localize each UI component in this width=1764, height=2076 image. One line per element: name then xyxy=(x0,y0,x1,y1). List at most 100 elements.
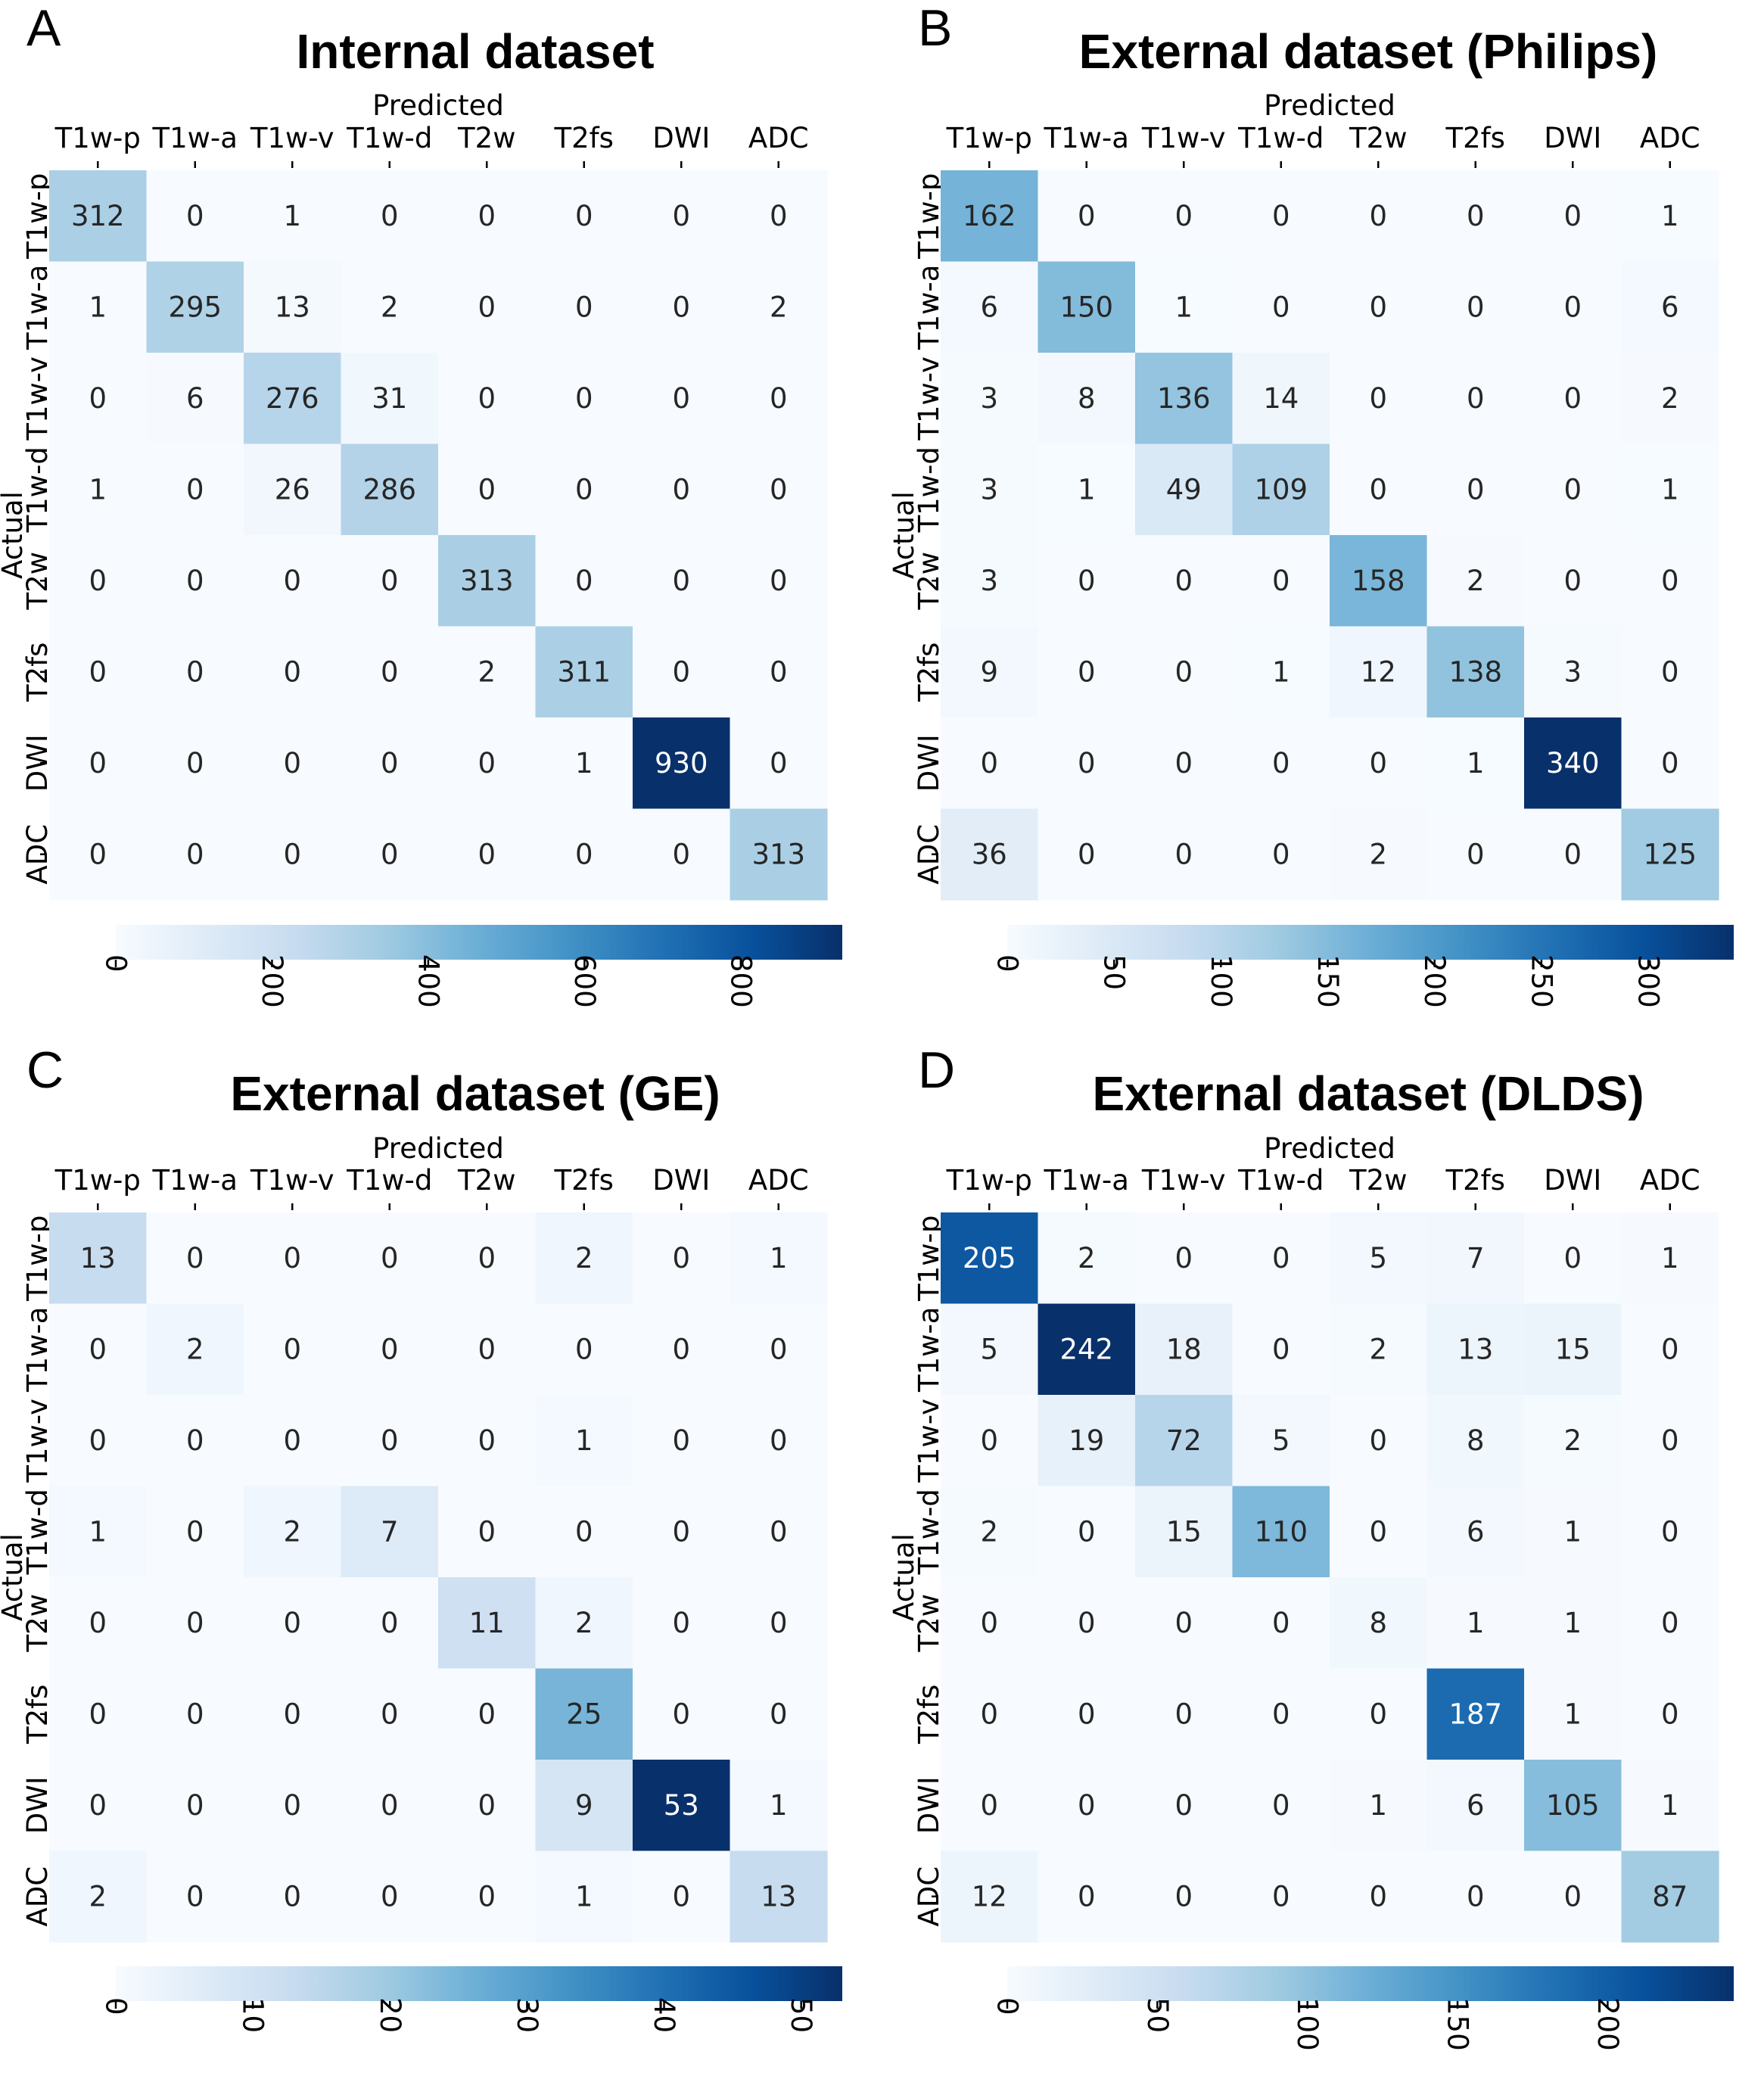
y-tick-label: T1w-p xyxy=(913,173,945,260)
heatmap-cell xyxy=(438,1486,537,1578)
colorbar-tick-label: 0 xyxy=(100,1997,132,2015)
heatmap-cell xyxy=(730,1395,828,1487)
heatmap-cell xyxy=(535,1760,633,1852)
cell-value-label: 0 xyxy=(672,1698,690,1730)
colorbar xyxy=(116,925,842,960)
cell-value-label: 0 xyxy=(478,1789,496,1822)
y-tick-label: T2w xyxy=(913,552,945,610)
cell-value-label: 2 xyxy=(1661,382,1679,415)
heatmap-cell xyxy=(341,261,439,353)
heatmap-cell xyxy=(438,535,537,627)
cell-value-label: 0 xyxy=(89,1698,107,1730)
cell-value-label: 31 xyxy=(372,382,407,415)
heatmap-cell xyxy=(1232,1212,1330,1305)
colorbar-tick-label: 20 xyxy=(374,1997,406,2033)
heatmap-cell xyxy=(633,444,731,536)
cell-value-label: 2 xyxy=(381,291,399,323)
cell-value-label: 0 xyxy=(1369,473,1387,506)
heatmap-cell xyxy=(535,1486,633,1578)
heatmap-cell xyxy=(730,717,828,810)
heatmap-cell xyxy=(49,261,148,353)
cell-value-label: 0 xyxy=(1174,1789,1193,1822)
heatmap-cell xyxy=(49,535,148,627)
cell-value-label: 13 xyxy=(80,1242,116,1275)
heatmap-cell xyxy=(535,808,633,901)
cell-value-label: 0 xyxy=(672,1515,690,1548)
heatmap-cell xyxy=(1621,1760,1719,1852)
cell-value-label: 0 xyxy=(89,838,107,870)
colorbar-tick-label: 200 xyxy=(256,954,288,1008)
y-tick-label: T1w-p xyxy=(21,1215,54,1302)
cell-value-label: 0 xyxy=(478,291,496,323)
heatmap-cell xyxy=(1426,808,1525,901)
cell-value-label: 0 xyxy=(381,1880,399,1913)
y-axis-title: Actual xyxy=(0,1533,29,1621)
heatmap-cell xyxy=(535,626,633,718)
cell-value-label: 0 xyxy=(283,838,301,870)
cell-value-label: 0 xyxy=(672,1880,690,1913)
cell-value-label: 286 xyxy=(362,473,416,506)
cell-value-label: 0 xyxy=(1661,747,1679,780)
cell-value-label: 0 xyxy=(1369,200,1387,232)
y-tick-label: DWI xyxy=(913,1776,945,1834)
heatmap-cell xyxy=(438,1395,537,1487)
heatmap-cell xyxy=(1330,1577,1428,1670)
heatmap-cell xyxy=(438,808,537,901)
x-tick-label: T2w xyxy=(1349,122,1407,154)
y-tick-label: ADC xyxy=(21,1866,54,1927)
heatmap-cell xyxy=(1621,353,1719,445)
colorbar xyxy=(1007,1966,1734,2001)
cell-value-label: 0 xyxy=(186,747,204,780)
x-tick-label: T1w-p xyxy=(54,1164,141,1197)
heatmap-cell xyxy=(1038,1303,1136,1396)
cell-value-label: 0 xyxy=(770,473,788,506)
y-tick-label: T1w-v xyxy=(21,356,54,441)
cell-value-label: 0 xyxy=(283,1242,301,1275)
cell-value-label: 0 xyxy=(1078,1880,1096,1913)
cell-value-label: 15 xyxy=(1555,1333,1591,1365)
heatmap-cell xyxy=(341,1850,439,1943)
cell-value-label: 53 xyxy=(664,1789,699,1822)
cell-value-label: 49 xyxy=(1166,473,1202,506)
heatmap-cell xyxy=(1426,717,1525,810)
y-tick-label: T1w-a xyxy=(913,1307,945,1393)
cell-value-label: 0 xyxy=(478,1880,496,1913)
cell-value-label: 0 xyxy=(672,1333,690,1365)
cell-value-label: 0 xyxy=(1467,382,1485,415)
heatmap-cell xyxy=(1426,1577,1525,1670)
cell-value-label: 0 xyxy=(1661,1424,1679,1457)
heatmap-cell xyxy=(1426,626,1525,718)
heatmap-cell xyxy=(633,626,731,718)
heatmap-cell xyxy=(941,1577,1039,1670)
x-tick-label: T1w-a xyxy=(1044,122,1129,154)
heatmap-cell xyxy=(1232,170,1330,263)
heatmap-cell xyxy=(941,170,1039,263)
heatmap-cell xyxy=(535,353,633,445)
heatmap-cell xyxy=(146,1850,244,1943)
x-tick-label: T1w-a xyxy=(152,122,238,154)
heatmap-cell xyxy=(633,170,731,263)
cell-value-label: 0 xyxy=(672,1242,690,1275)
cell-value-label: 1 xyxy=(1369,1789,1387,1822)
cell-value-label: 0 xyxy=(1078,1515,1096,1548)
cell-value-label: 2 xyxy=(283,1515,301,1548)
heatmap-cell xyxy=(341,353,439,445)
heatmap-cell xyxy=(633,1668,731,1760)
x-tick-label: ADC xyxy=(748,1164,809,1197)
x-tick-label: T2fs xyxy=(1445,1164,1505,1197)
heatmap-cell xyxy=(730,1760,828,1852)
y-tick-label: T1w-d xyxy=(913,1489,945,1575)
heatmap-cell xyxy=(244,1577,342,1670)
heatmap-cell xyxy=(535,170,633,263)
heatmap-cell xyxy=(244,1303,342,1396)
heatmap-cell xyxy=(1330,353,1428,445)
heatmap-cell xyxy=(941,1486,1039,1578)
cell-value-label: 150 xyxy=(1059,291,1113,323)
heatmap-cell xyxy=(1524,1577,1622,1670)
cell-value-label: 0 xyxy=(478,838,496,870)
colorbar-tick-label: 40 xyxy=(648,1997,680,2033)
heatmap-cell xyxy=(1232,626,1330,718)
heatmap-cell xyxy=(1135,1212,1234,1305)
heatmap-cell xyxy=(1524,717,1622,810)
heatmap-cell xyxy=(341,717,439,810)
